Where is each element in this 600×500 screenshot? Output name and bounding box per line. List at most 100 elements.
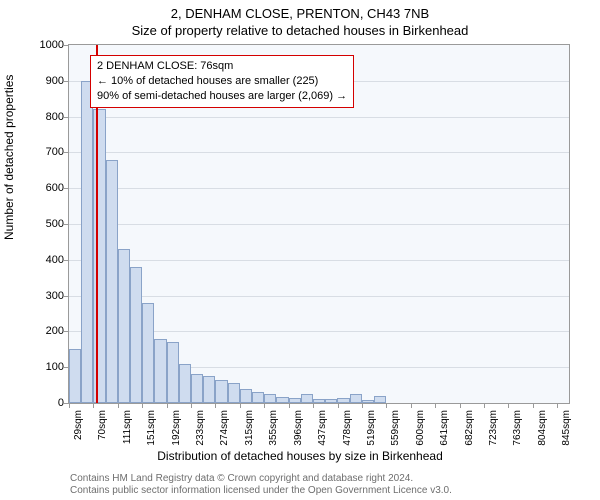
x-tick-mark [435, 404, 436, 408]
histogram-bar [289, 398, 301, 403]
histogram-bar [264, 394, 276, 403]
histogram-bar [203, 376, 215, 403]
callout-line1: 2 DENHAM CLOSE: 76sqm [97, 59, 347, 74]
histogram-bar [240, 389, 252, 403]
x-tick-label: 559sqm [390, 410, 401, 454]
x-tick-mark [362, 404, 363, 408]
y-tick-mark [64, 81, 68, 82]
gridline [69, 152, 569, 153]
x-tick-mark [191, 404, 192, 408]
y-tick-label: 600 [24, 182, 64, 194]
gridline [69, 117, 569, 118]
x-tick-label: 192sqm [171, 410, 182, 454]
histogram-bar [313, 399, 325, 403]
x-tick-mark [338, 404, 339, 408]
histogram-bar [167, 342, 179, 403]
chart-title-address: 2, DENHAM CLOSE, PRENTON, CH43 7NB [0, 6, 600, 21]
y-tick-label: 100 [24, 361, 64, 373]
x-tick-label: 763sqm [512, 410, 523, 454]
x-tick-label: 437sqm [317, 410, 328, 454]
gridline [69, 296, 569, 297]
histogram-bar [252, 392, 264, 403]
chart-title-description: Size of property relative to detached ho… [0, 23, 600, 38]
y-axis-label: Number of detached properties [2, 75, 16, 240]
x-tick-mark [533, 404, 534, 408]
callout-line2: ← 10% of detached houses are smaller (22… [97, 74, 347, 89]
x-tick-label: 70sqm [97, 410, 108, 454]
y-tick-mark [64, 117, 68, 118]
histogram-bar [325, 399, 337, 403]
x-tick-mark [142, 404, 143, 408]
histogram-bar [191, 374, 203, 403]
x-tick-label: 29sqm [73, 410, 84, 454]
y-tick-mark [64, 188, 68, 189]
y-tick-mark [64, 331, 68, 332]
y-tick-mark [64, 260, 68, 261]
histogram-bar [69, 349, 81, 403]
y-tick-label: 400 [24, 254, 64, 266]
y-tick-label: 200 [24, 325, 64, 337]
x-tick-mark [313, 404, 314, 408]
callout-line3: 90% of semi-detached houses are larger (… [97, 89, 347, 104]
x-tick-mark [69, 404, 70, 408]
x-tick-mark [386, 404, 387, 408]
y-tick-label: 700 [24, 146, 64, 158]
histogram-bar [228, 383, 240, 403]
x-tick-label: 151sqm [146, 410, 157, 454]
x-tick-label: 804sqm [537, 410, 548, 454]
x-tick-label: 845sqm [561, 410, 572, 454]
attribution-line1: Contains HM Land Registry data © Crown c… [70, 473, 413, 484]
histogram-bar [142, 303, 154, 403]
x-tick-mark [411, 404, 412, 408]
histogram-bar [130, 267, 142, 403]
y-tick-label: 500 [24, 218, 64, 230]
histogram-bar [215, 380, 227, 403]
x-tick-mark [460, 404, 461, 408]
x-tick-mark [215, 404, 216, 408]
y-tick-mark [64, 403, 68, 404]
histogram-bar [301, 394, 313, 403]
callout-box: 2 DENHAM CLOSE: 76sqm ← 10% of detached … [90, 55, 354, 108]
x-tick-label: 478sqm [342, 410, 353, 454]
y-tick-label: 800 [24, 111, 64, 123]
histogram-bar [350, 394, 362, 403]
x-tick-mark [508, 404, 509, 408]
attribution-line2: Contains public sector information licen… [70, 485, 452, 496]
y-tick-mark [64, 224, 68, 225]
x-tick-label: 274sqm [219, 410, 230, 454]
histogram-bar [337, 398, 349, 403]
x-tick-mark [93, 404, 94, 408]
histogram-bar [81, 81, 93, 403]
y-tick-label: 300 [24, 290, 64, 302]
y-tick-mark [64, 45, 68, 46]
histogram-bar [374, 396, 386, 403]
x-tick-mark [557, 404, 558, 408]
x-tick-mark [289, 404, 290, 408]
x-tick-mark [240, 404, 241, 408]
x-tick-mark [167, 404, 168, 408]
histogram-bar [154, 339, 166, 403]
x-tick-label: 682sqm [464, 410, 475, 454]
x-tick-label: 641sqm [439, 410, 450, 454]
x-tick-label: 315sqm [244, 410, 255, 454]
y-tick-mark [64, 296, 68, 297]
x-tick-label: 233sqm [195, 410, 206, 454]
histogram-bar [362, 400, 374, 403]
x-tick-label: 396sqm [293, 410, 304, 454]
histogram-bar [179, 364, 191, 403]
y-tick-mark [64, 367, 68, 368]
y-tick-label: 900 [24, 75, 64, 87]
histogram-bar [276, 397, 288, 403]
x-tick-label: 519sqm [366, 410, 377, 454]
histogram-bar [118, 249, 130, 403]
x-tick-mark [118, 404, 119, 408]
y-tick-label: 1000 [24, 39, 64, 51]
x-tick-mark [484, 404, 485, 408]
chart-container: 2, DENHAM CLOSE, PRENTON, CH43 7NB Size … [0, 0, 600, 500]
x-tick-label: 600sqm [415, 410, 426, 454]
y-tick-label: 0 [24, 397, 64, 409]
x-tick-label: 355sqm [268, 410, 279, 454]
gridline [69, 188, 569, 189]
y-tick-mark [64, 152, 68, 153]
x-tick-label: 723sqm [488, 410, 499, 454]
